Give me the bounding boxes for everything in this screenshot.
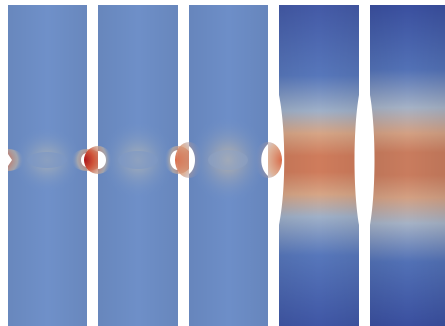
- specimen-2-notch-left: [98, 151, 106, 169]
- specimen-3-center: [208, 150, 248, 170]
- specimen-3: [175, 5, 282, 326]
- specimen-2-center: [118, 151, 158, 169]
- specimen-4: [279, 5, 359, 326]
- specimen-3-notch-left: [189, 146, 195, 174]
- specimen-5-shade: [370, 5, 445, 326]
- specimen-1-edge-left: [0, 5, 8, 326]
- specimen-1-notch-left: [8, 154, 12, 166]
- specimen-1-center: [27, 152, 67, 168]
- specimen-5: [370, 5, 445, 326]
- specimen-3-notch-right: [261, 144, 268, 176]
- specimen-2: [84, 5, 192, 326]
- specimen-4-shade: [279, 5, 359, 326]
